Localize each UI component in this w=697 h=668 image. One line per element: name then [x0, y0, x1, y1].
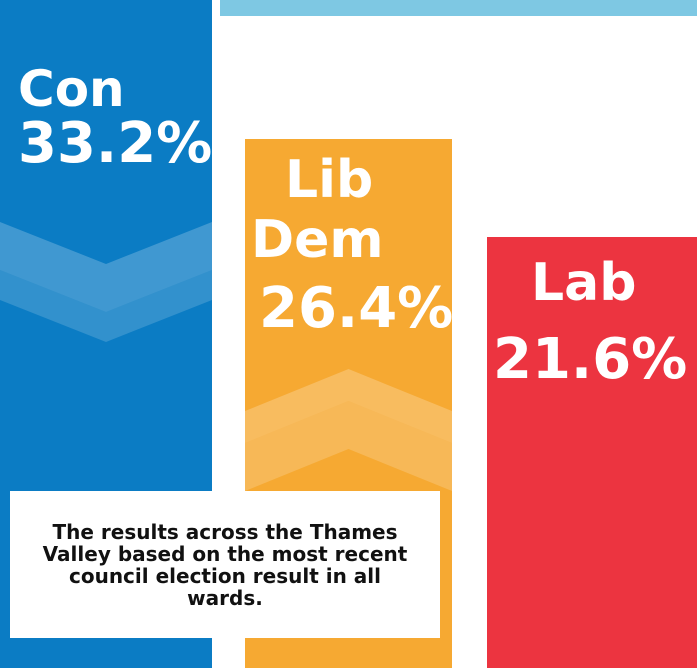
bar-value-lib-dem: 26.4% [259, 275, 454, 341]
chevron-down-icon [0, 222, 212, 342]
chevron-up-icon [245, 368, 452, 491]
chevron-shape [0, 222, 212, 312]
chevron-shape [245, 400, 452, 491]
chart-note: The results across the Thames Valley bas… [42, 519, 408, 610]
bar-lab: Lab 21.6% [487, 237, 697, 668]
bar-value-lab: 21.6% [493, 327, 688, 392]
bar-label-con: Con [18, 60, 125, 118]
bar-label-lab: Lab [531, 253, 637, 313]
bar-label-lib: Lib [285, 149, 374, 210]
chevron-shape [0, 270, 212, 342]
bar-value-con: 33.2% [18, 111, 213, 176]
chevron-shape [245, 368, 452, 443]
chart-note-box: The results across the Thames Valley bas… [10, 491, 440, 638]
top-accent-strip [220, 0, 697, 16]
bar-label-dem: Dem [251, 209, 384, 270]
